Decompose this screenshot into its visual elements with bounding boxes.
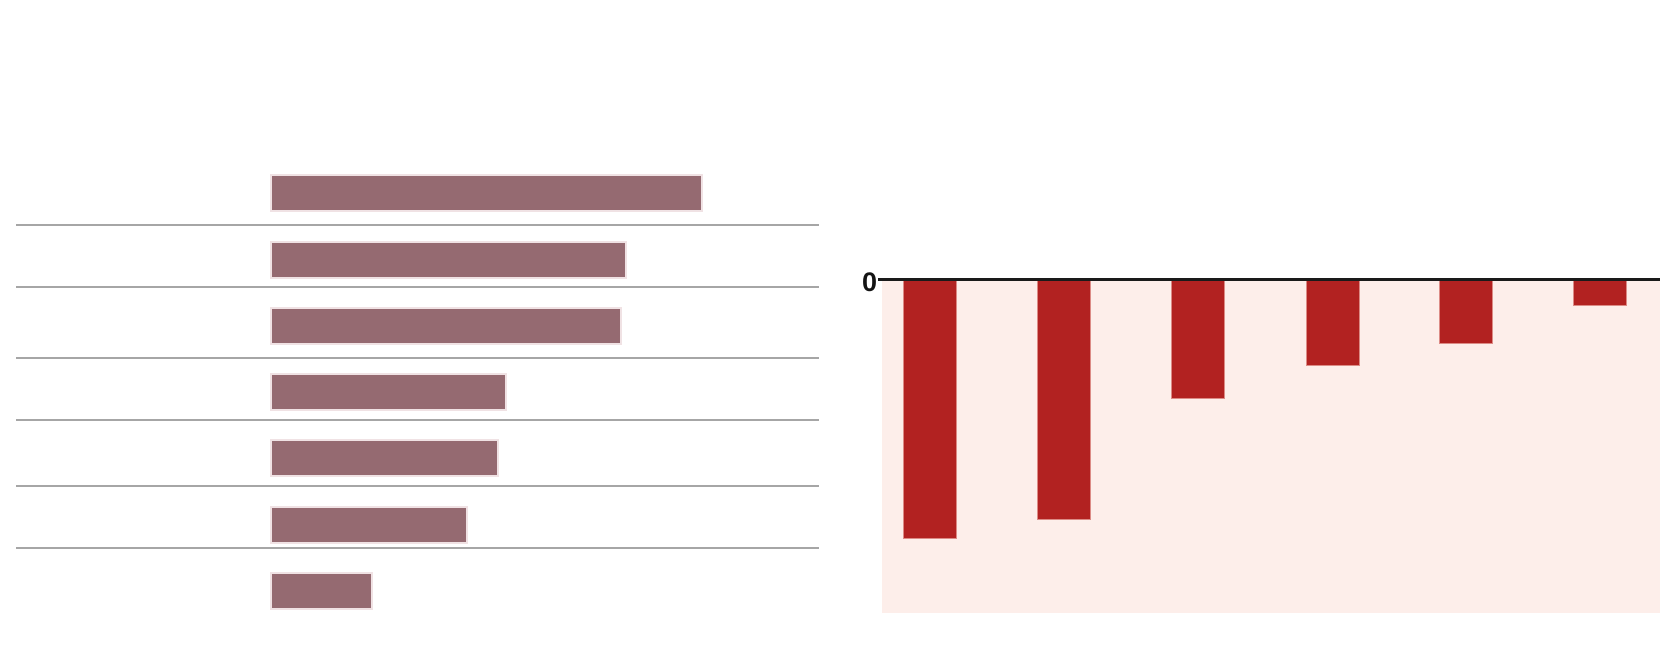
row-separator — [16, 419, 819, 421]
row-separator — [16, 224, 819, 226]
bar-row-6 — [270, 506, 468, 544]
negative-bar-4 — [1306, 281, 1360, 366]
row-separator — [16, 485, 819, 487]
zero-axis-label: 0 — [861, 267, 877, 297]
negative-bar-6 — [1573, 281, 1627, 306]
row-separator — [16, 286, 819, 288]
bar-row-2 — [270, 241, 627, 279]
bar-row-3 — [270, 307, 622, 345]
horizontal-bar-chart — [16, 174, 819, 610]
plot-area — [882, 281, 1660, 613]
negative-bar-3 — [1171, 281, 1225, 399]
negative-bar-2 — [1037, 281, 1091, 520]
negative-bar-1 — [903, 281, 957, 539]
row-separator — [16, 357, 819, 359]
zero-axis-line — [878, 278, 1660, 281]
bar-row-1 — [270, 174, 703, 212]
bar-row-7 — [270, 572, 373, 610]
negative-bar-chart: 0 — [830, 0, 1660, 660]
row-separator — [16, 547, 819, 549]
bar-row-5 — [270, 439, 499, 477]
bar-row-4 — [270, 373, 507, 411]
negative-bar-5 — [1439, 281, 1493, 344]
